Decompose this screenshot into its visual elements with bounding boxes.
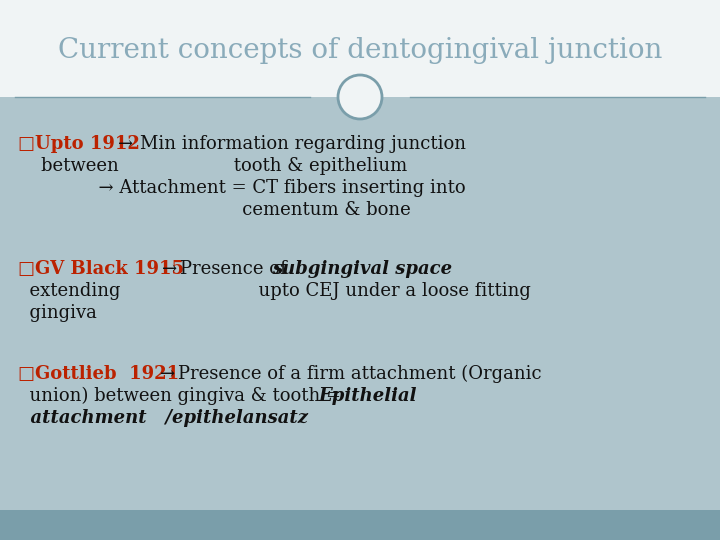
Bar bbox=[0, 510, 720, 540]
Text: →: → bbox=[118, 135, 133, 153]
Text: → Attachment = CT fibers inserting into: → Attachment = CT fibers inserting into bbox=[18, 179, 466, 197]
Text: union) between gingiva & tooth =: union) between gingiva & tooth = bbox=[18, 387, 347, 405]
Text: gingiva: gingiva bbox=[18, 304, 97, 322]
Text: cementum & bone: cementum & bone bbox=[18, 201, 410, 219]
Text: attachment   /epithelansatz: attachment /epithelansatz bbox=[18, 409, 308, 427]
Text: Min information regarding junction: Min information regarding junction bbox=[140, 135, 466, 153]
Text: Presence of: Presence of bbox=[180, 260, 292, 278]
Bar bbox=[0, 0, 720, 97]
Text: Current concepts of dentogingival junction: Current concepts of dentogingival juncti… bbox=[58, 37, 662, 64]
Circle shape bbox=[338, 75, 382, 119]
Text: □Gottlieb  1921: □Gottlieb 1921 bbox=[18, 365, 185, 383]
Text: →: → bbox=[160, 365, 175, 383]
Text: Epithelial: Epithelial bbox=[318, 387, 416, 405]
Text: subgingival space: subgingival space bbox=[272, 260, 452, 278]
Text: Presence of a firm attachment (Organic: Presence of a firm attachment (Organic bbox=[178, 365, 541, 383]
Text: →: → bbox=[162, 260, 177, 278]
Text: □GV Black 1915: □GV Black 1915 bbox=[18, 260, 184, 278]
Text: extending                        upto CEJ under a loose fitting: extending upto CEJ under a loose fitting bbox=[18, 282, 531, 300]
Text: between                    tooth & epithelium: between tooth & epithelium bbox=[18, 157, 408, 175]
Text: □Upto 1912: □Upto 1912 bbox=[18, 135, 146, 153]
